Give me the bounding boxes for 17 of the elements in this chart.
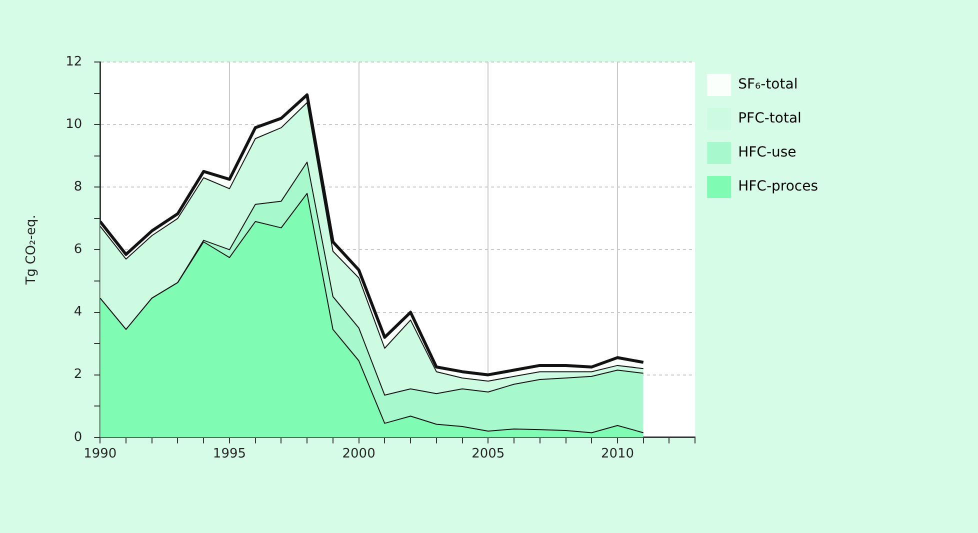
legend-label: HFC-proces	[738, 178, 818, 195]
y-tick-label: 10	[66, 116, 82, 132]
legend-label: PFC-total	[738, 110, 802, 127]
x-tick-label: 2010	[600, 446, 634, 462]
y-tick-label: 2	[74, 367, 82, 382]
x-tick-label: 2005	[472, 446, 505, 462]
x-tick-label: 2000	[342, 446, 376, 462]
y-tick-label: 6	[74, 242, 82, 258]
legend-label: SF₆-total	[738, 76, 798, 93]
y-tick-label: 0	[74, 430, 82, 445]
y-axis-title: Tg CO₂-eq.	[24, 214, 40, 286]
x-tick-label: 1995	[212, 446, 246, 462]
x-tick-label: 1990	[84, 446, 117, 462]
legend-label: HFC-use	[738, 144, 796, 161]
y-tick-label: 4	[74, 304, 82, 320]
y-tick-label: 12	[66, 54, 82, 70]
y-tick-label: 8	[74, 180, 82, 195]
